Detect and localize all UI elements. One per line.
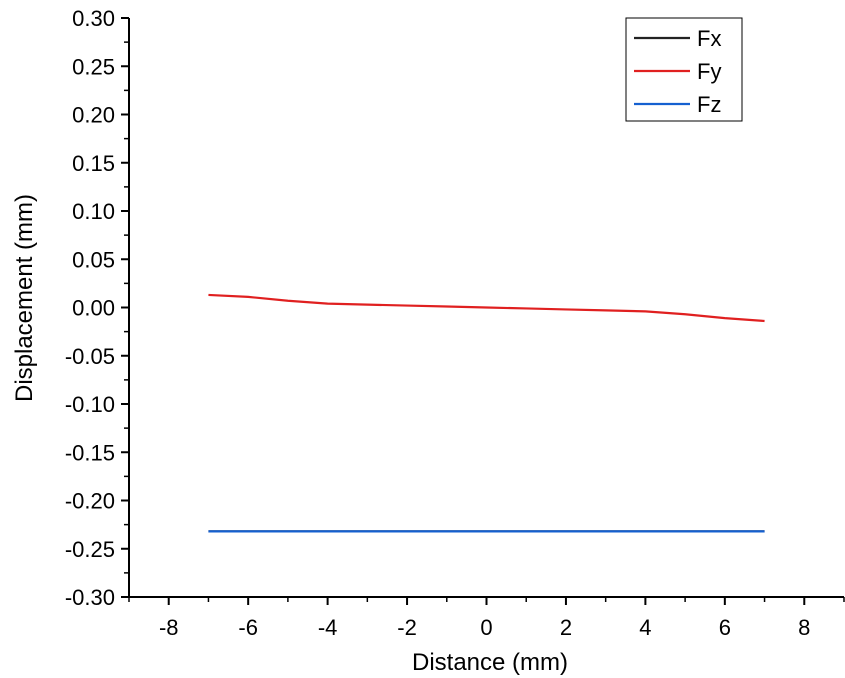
x-tick-label: -8 [159, 615, 179, 640]
x-tick-label: 8 [798, 615, 810, 640]
y-tick-label: 0.20 [72, 103, 115, 128]
y-axis-ticks: 0.30 0.25 0.20 0.15 0.10 0.05 0.00 -0.05 -0.10 -0… [65, 6, 129, 610]
y-tick-label: 0.25 [72, 54, 115, 79]
y-axis-label: Displacement (mm) [11, 194, 38, 402]
legend: Fx Fy Fz [625, 17, 743, 122]
y-tick-label: 0.05 [72, 247, 115, 272]
x-tick-label: 6 [719, 615, 731, 640]
legend-label-fy: Fy [697, 59, 721, 84]
y-tick-label: 0.30 [72, 6, 115, 31]
x-tick-label: -4 [318, 615, 338, 640]
y-tick-label: -0.25 [65, 537, 115, 562]
y-tick-label: 0.10 [72, 199, 115, 224]
legend-box [625, 17, 743, 122]
x-tick-label: 4 [639, 615, 651, 640]
y-tick-label: -0.15 [65, 440, 115, 465]
legend-label-fx: Fx [697, 26, 721, 51]
x-axis-ticks: -8 -6 -4 -2 0 2 4 6 8 [128, 597, 845, 640]
y-tick-label: -0.20 [65, 489, 115, 514]
series-layer [208, 293, 765, 533]
legend-label-fz: Fz [697, 92, 721, 117]
y-tick-label: -0.05 [65, 344, 115, 369]
x-axis-label: Distance (mm) [412, 649, 568, 676]
series-fy-line [208, 293, 765, 323]
y-tick-label: 0.00 [72, 296, 115, 321]
x-tick-label: -2 [397, 615, 417, 640]
y-tick-label: -0.30 [65, 585, 115, 610]
y-tick-label: -0.10 [65, 392, 115, 417]
x-tick-label: 2 [560, 615, 572, 640]
x-tick-label: -6 [238, 615, 258, 640]
y-tick-label: 0.15 [72, 151, 115, 176]
x-tick-label: 0 [480, 615, 492, 640]
